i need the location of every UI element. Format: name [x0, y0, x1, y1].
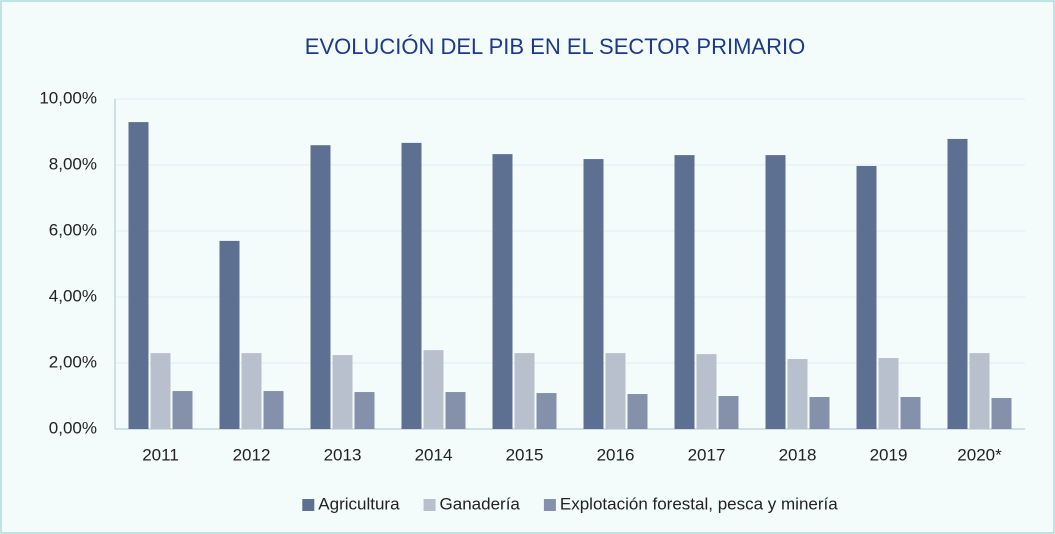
- y-tick-label: 4,00%: [49, 286, 97, 305]
- bar: [900, 396, 921, 429]
- legend-label: Ganadería: [440, 494, 521, 513]
- x-tick-label: 2013: [324, 445, 362, 464]
- x-tick-label: 2015: [506, 445, 544, 464]
- x-tick-label: 2011: [142, 445, 179, 464]
- x-tick-label: 2012: [233, 445, 271, 464]
- bar: [627, 394, 648, 429]
- bar: [991, 397, 1012, 429]
- bar: [354, 392, 375, 429]
- x-tick-label: 2020*: [957, 445, 1002, 464]
- legend-label: Explotación forestal, pesca y minería: [560, 494, 838, 513]
- bar: [787, 359, 808, 429]
- chart-title: EVOLUCIÓN DEL PIB EN EL SECTOR PRIMARIO: [305, 34, 805, 59]
- x-tick-label: 2018: [779, 445, 817, 464]
- bar: [765, 155, 786, 429]
- bar: [492, 154, 513, 430]
- legend-swatch: [543, 499, 556, 511]
- bar: [583, 159, 604, 429]
- x-tick-label: 2014: [415, 445, 453, 464]
- y-tick-label: 0,00%: [49, 418, 97, 437]
- bar: [674, 155, 695, 429]
- bar: [423, 350, 444, 429]
- bar: [536, 393, 557, 429]
- bar: [969, 353, 990, 429]
- bar: [172, 391, 193, 429]
- bar: [241, 353, 262, 429]
- bar: [718, 396, 739, 429]
- bar: [310, 145, 331, 429]
- y-tick-label: 2,00%: [49, 352, 97, 371]
- bar: [605, 353, 626, 429]
- x-tick-label: 2016: [597, 445, 635, 464]
- bar: [445, 392, 466, 429]
- bar: [401, 142, 422, 429]
- bar: [878, 358, 899, 429]
- bar: [219, 240, 240, 429]
- x-tick-label: 2017: [688, 445, 726, 464]
- legend-swatch: [423, 499, 436, 511]
- bar: [332, 355, 353, 429]
- y-tick-label: 8,00%: [49, 154, 97, 173]
- bar: [150, 353, 171, 429]
- legend-swatch: [302, 499, 315, 511]
- x-tick-label: 2019: [870, 445, 908, 464]
- y-tick-label: 6,00%: [49, 220, 97, 239]
- legend-label: Agricultura: [318, 494, 400, 513]
- bar: [128, 122, 149, 429]
- bar: [263, 391, 284, 429]
- bar: [696, 354, 717, 429]
- bar: [514, 353, 535, 429]
- y-tick-label: 10,00%: [39, 88, 97, 107]
- bar: [809, 396, 830, 429]
- bar: [856, 165, 877, 430]
- bar: [947, 138, 968, 429]
